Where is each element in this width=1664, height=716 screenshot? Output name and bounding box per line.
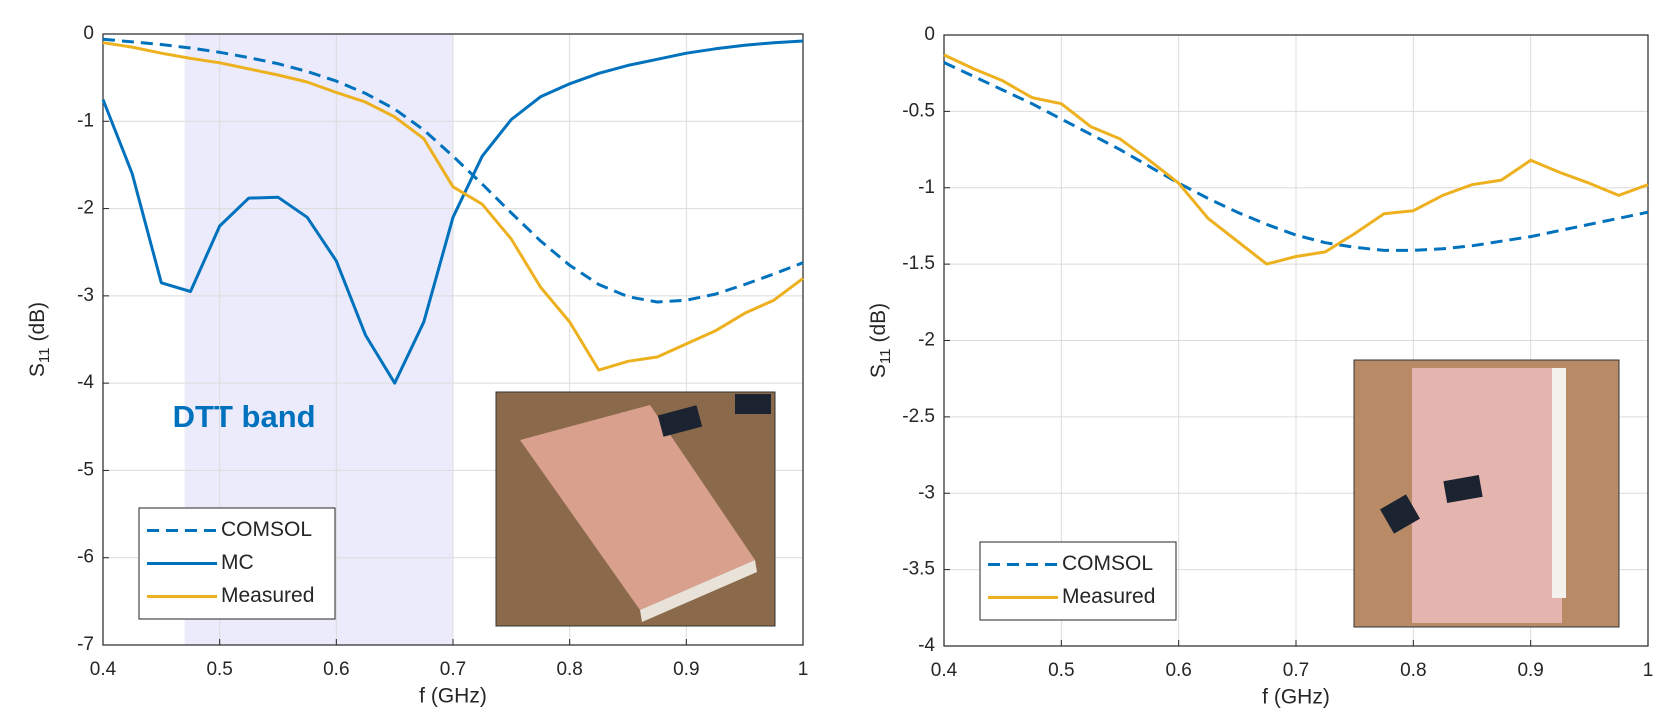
legend-label: COMSOL [1062,552,1153,575]
inset-photo [495,391,776,627]
x-tick-label: 0.8 [1400,660,1426,681]
x-tick-label: 0.7 [1283,660,1309,681]
y-tick-label: -0.5 [902,100,935,121]
y-axis-unit: (dB) [26,302,49,342]
line-series [102,41,804,372]
legend-label: Measured [221,584,314,607]
x-axis-label: f (GHz) [419,685,487,708]
y-tick-label: -1 [918,177,935,198]
line-series [943,53,1649,266]
x-tick-label: 0.5 [206,659,232,680]
y-tick-label: 0 [83,23,94,44]
line-series [943,61,1649,252]
y-tick-label: -2 [77,198,94,219]
axes-box [943,34,1649,647]
legend-label: Measured [1062,585,1155,608]
y-axis-label: S11 (dB) [867,303,894,378]
legend-label: COMSOL [221,518,312,541]
y-axis-subscript: 11 [877,349,894,365]
x-tick-label: 0.5 [1048,660,1074,681]
y-tick-label: -2.5 [902,406,935,427]
legend-label: MC [221,551,254,574]
y-tick-label: -6 [77,547,94,568]
chart: DTT band 0.4 0.5 0.6 0.7 0.8 0.9 1 -7 -6 -5 -4 -3 -2 -… [26,23,809,708]
y-tick-label: -3 [918,482,935,503]
line-series [102,37,804,304]
y-tick-label: -1.5 [902,253,935,274]
x-tick-label: 1 [1643,660,1654,681]
axes-box [102,33,804,646]
x-tick-label: 0.8 [556,659,582,680]
y-tick-label: -3.5 [902,559,935,580]
x-tick-label: 0.9 [1517,660,1543,681]
inset-photo [1353,359,1620,628]
x-tick-label: 0.9 [673,659,699,680]
x-tick-label: 0.4 [931,660,958,681]
y-tick-label: -2 [918,330,935,351]
y-tick-label: -1 [77,110,94,131]
y-axis-symbol: S [26,363,49,377]
band-label: DTT band [173,399,316,434]
legend-box [979,541,1177,621]
y-tick-label: -4 [77,372,94,393]
y-tick-label: 0 [924,24,935,45]
x-axis-label: f (GHz) [1262,686,1330,709]
y-axis-symbol: S [867,364,890,378]
x-tick-label: 0.6 [323,659,349,680]
x-tick-label: 0.7 [440,659,466,680]
line-series [101,39,804,385]
y-tick-label: -3 [77,285,94,306]
y-axis-label: S11 (dB) [26,302,53,377]
y-axis-subscript: 11 [36,348,53,364]
y-tick-label: -5 [77,459,94,480]
y-axis-unit: (dB) [867,303,890,343]
y-tick-label: -4 [918,635,935,656]
y-tick-label: -7 [77,634,94,655]
x-tick-label: 0.4 [90,659,117,680]
chart: 0.4 0.5 0.6 0.7 0.8 0.9 1 -4 -3.5 -3 -2.5 -2 -1.5 -1 -… [867,24,1654,709]
x-tick-label: 0.6 [1165,660,1191,681]
x-tick-label: 1 [798,659,809,680]
